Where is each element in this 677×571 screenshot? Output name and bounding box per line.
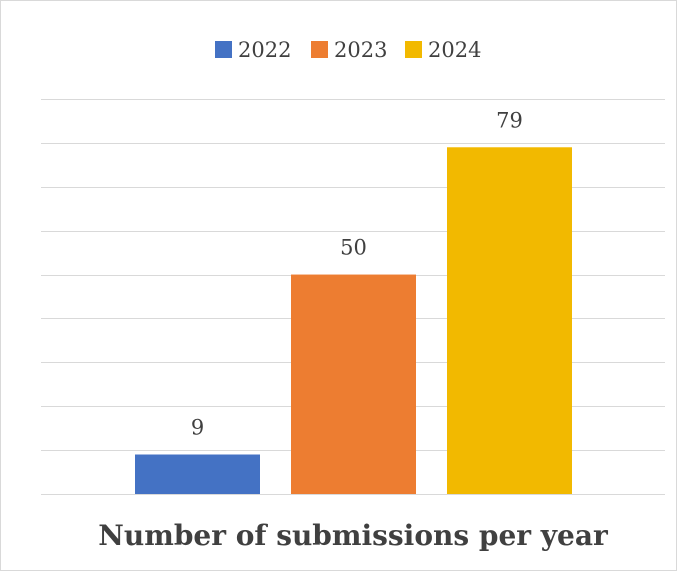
legend: 2022 2023 2024 bbox=[215, 38, 481, 62]
bar-2023 bbox=[291, 274, 416, 494]
legend-swatch-2023 bbox=[311, 41, 328, 58]
bar-2022 bbox=[135, 454, 260, 494]
bar-2024 bbox=[447, 147, 572, 494]
data-labels: 9 50 79 bbox=[191, 108, 523, 439]
chart-title: Number of submissions per year bbox=[98, 519, 609, 552]
legend-label-2022: 2022 bbox=[238, 38, 291, 62]
legend-swatch-2022 bbox=[215, 41, 232, 58]
data-label-2024: 79 bbox=[496, 108, 523, 132]
legend-label-2023: 2023 bbox=[334, 38, 387, 62]
bars bbox=[135, 147, 572, 494]
legend-swatch-2024 bbox=[405, 41, 422, 58]
data-label-2022: 9 bbox=[191, 416, 204, 440]
data-label-2023: 50 bbox=[340, 236, 367, 260]
legend-label-2024: 2024 bbox=[428, 38, 481, 62]
